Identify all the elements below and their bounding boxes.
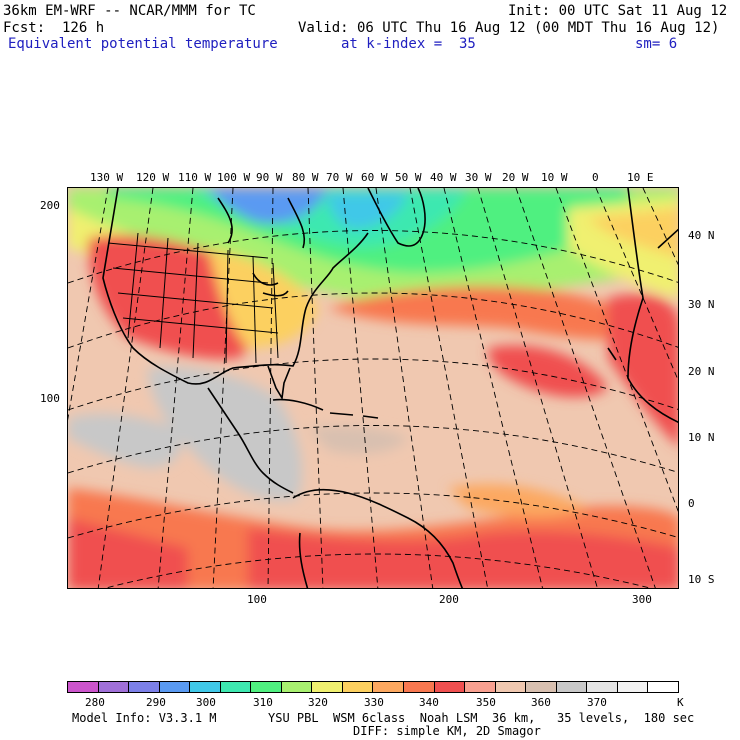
colorbar-swatch [373, 682, 405, 692]
colorbar-swatch [251, 682, 282, 692]
lon-label: 40 W [430, 171, 457, 184]
colorbar-swatch [404, 682, 435, 692]
colorbar-label: 300 [196, 696, 216, 709]
model-title: 36km EM-WRF -- NCAR/MMM for TC [3, 3, 256, 19]
level-label: at k-index = 35 [341, 36, 476, 52]
colorbar-label: 350 [476, 696, 496, 709]
lon-label: 10 W [541, 171, 568, 184]
lon-label: 70 W [326, 171, 353, 184]
lon-label: 90 W [256, 171, 283, 184]
lon-label: 110 W [178, 171, 212, 184]
colorbar-swatch [648, 682, 678, 692]
colorbar-label: 360 [531, 696, 551, 709]
colorbar-label: 330 [364, 696, 384, 709]
colorbar-label: 280 [85, 696, 105, 709]
lon-label: 120 W [136, 171, 170, 184]
colorbar-label: 340 [419, 696, 439, 709]
lat-label: 10 N [688, 431, 715, 444]
lat-label: 10 S [688, 573, 715, 586]
forecast-hour: Fcst: 126 h [3, 20, 105, 36]
lon-label: 0 [592, 171, 599, 184]
colorbar-swatch [312, 682, 343, 692]
colorbar-swatch [434, 682, 466, 692]
colorbar-swatch [98, 682, 130, 692]
lon-label: 60 W [361, 171, 388, 184]
graticule [68, 188, 678, 588]
physics-info: YSU PBL WSM 6class Noah LSM 36 km, 35 le… [268, 711, 695, 725]
model-info: Model Info: V3.3.1 M [72, 711, 217, 725]
state-borders [107, 232, 279, 364]
colorbar-swatch [190, 682, 221, 692]
diffusion-info: DIFF: simple KM, 2D Smagor [353, 724, 541, 738]
colorbar-swatch [68, 682, 99, 692]
colorbar-label: 320 [308, 696, 328, 709]
lon-label: 50 W [395, 171, 422, 184]
colorbar-swatch [465, 682, 496, 692]
lon-label: 80 W [292, 171, 319, 184]
colorbar-swatch [587, 682, 618, 692]
colorbar-swatch [526, 682, 557, 692]
lon-label: 130 W [90, 171, 124, 184]
colorbar-swatch [159, 682, 191, 692]
colorbar-label: 370 [587, 696, 607, 709]
lon-label: 10 E [627, 171, 654, 184]
lon-label: 20 W [502, 171, 529, 184]
colorbar-swatch [129, 682, 160, 692]
colorbar-swatch [342, 682, 374, 692]
lon-label: 100 W [217, 171, 251, 184]
colorbar-swatch [495, 682, 527, 692]
coastlines [102, 188, 678, 588]
grid-x-label: 100 [247, 593, 267, 606]
colorbar-unit: K [677, 696, 684, 709]
colorbar-swatch [556, 682, 588, 692]
colorbar-label: 290 [146, 696, 166, 709]
valid-time: Valid: 06 UTC Thu 16 Aug 12 (00 MDT Thu … [298, 20, 720, 36]
lat-label: 0 [688, 497, 695, 510]
grid-x-label: 200 [439, 593, 459, 606]
init-time: Init: 00 UTC Sat 11 Aug 12 [508, 3, 728, 19]
lat-label: 20 N [688, 365, 715, 378]
colorbar-swatch [617, 682, 649, 692]
map-canvas [68, 188, 678, 588]
grid-y-label: 100 [40, 392, 60, 405]
colorbar-label: 310 [253, 696, 273, 709]
lon-label: 30 W [465, 171, 492, 184]
colorbar-swatch [220, 682, 252, 692]
colorbar [67, 681, 679, 693]
theta-e-map [67, 187, 679, 589]
lat-label: 40 N [688, 229, 715, 242]
grid-x-label: 300 [632, 593, 652, 606]
grid-y-label: 200 [40, 199, 60, 212]
smoothing-label: sm= 6 [635, 36, 678, 52]
colorbar-swatch [281, 682, 313, 692]
field-name: Equivalent potential temperature [8, 36, 278, 52]
lat-label: 30 N [688, 298, 715, 311]
